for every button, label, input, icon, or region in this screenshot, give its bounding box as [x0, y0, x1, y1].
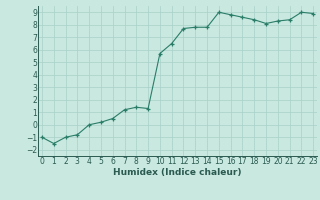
X-axis label: Humidex (Indice chaleur): Humidex (Indice chaleur) — [113, 168, 242, 177]
